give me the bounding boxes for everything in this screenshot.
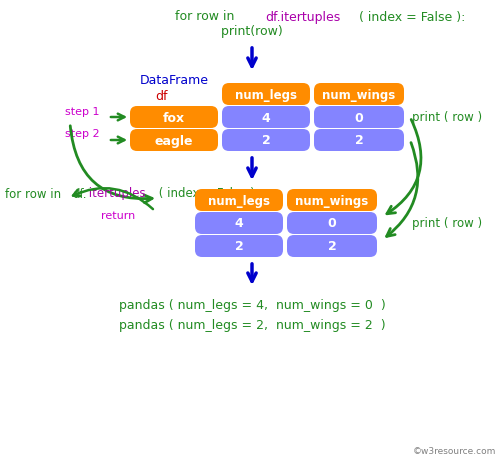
FancyBboxPatch shape — [222, 84, 310, 106]
Text: step 2: step 2 — [65, 129, 100, 139]
Text: num_wings: num_wings — [295, 194, 368, 207]
Text: df: df — [155, 89, 167, 102]
FancyBboxPatch shape — [287, 189, 377, 212]
Text: num_legs: num_legs — [235, 88, 297, 101]
Text: itertuples: itertuples — [85, 187, 146, 200]
Text: 2: 2 — [355, 134, 363, 147]
FancyBboxPatch shape — [195, 213, 283, 234]
FancyBboxPatch shape — [314, 84, 404, 106]
Text: eagle: eagle — [155, 134, 193, 147]
FancyBboxPatch shape — [130, 130, 218, 152]
FancyBboxPatch shape — [130, 107, 218, 129]
Text: df.: df. — [72, 187, 87, 200]
Text: num_wings: num_wings — [323, 88, 396, 101]
Text: df.itertuples: df.itertuples — [265, 11, 340, 24]
FancyBboxPatch shape — [314, 107, 404, 129]
Text: 2: 2 — [262, 134, 270, 147]
Text: pandas ( num_legs = 2,  num_wings = 2  ): pandas ( num_legs = 2, num_wings = 2 ) — [118, 319, 386, 332]
FancyBboxPatch shape — [287, 236, 377, 257]
Text: print(row): print(row) — [205, 25, 283, 38]
Text: 0: 0 — [355, 111, 363, 124]
Text: ( index = False ) :: ( index = False ) : — [155, 187, 263, 200]
Text: 4: 4 — [235, 217, 243, 230]
Text: print ( row ): print ( row ) — [412, 111, 482, 124]
Text: print ( row ): print ( row ) — [412, 217, 482, 230]
FancyBboxPatch shape — [195, 189, 283, 212]
Text: for row in: for row in — [5, 187, 65, 200]
Text: ( index = False ):: ( index = False ): — [355, 11, 465, 24]
Text: 2: 2 — [328, 240, 336, 253]
Text: return: return — [101, 211, 135, 220]
Text: 0: 0 — [328, 217, 336, 230]
Text: DataFrame: DataFrame — [140, 75, 209, 88]
FancyBboxPatch shape — [287, 213, 377, 234]
Text: ©w3resource.com: ©w3resource.com — [413, 446, 496, 455]
Text: fox: fox — [163, 111, 185, 124]
Text: step 1: step 1 — [65, 107, 99, 117]
FancyBboxPatch shape — [222, 107, 310, 129]
Text: 2: 2 — [235, 240, 243, 253]
FancyBboxPatch shape — [222, 130, 310, 152]
Text: for row in: for row in — [175, 11, 238, 24]
FancyBboxPatch shape — [195, 236, 283, 257]
FancyBboxPatch shape — [314, 130, 404, 152]
Text: 4: 4 — [262, 111, 270, 124]
Text: num_legs: num_legs — [208, 194, 270, 207]
Text: pandas ( num_legs = 4,  num_wings = 0  ): pandas ( num_legs = 4, num_wings = 0 ) — [118, 299, 386, 312]
